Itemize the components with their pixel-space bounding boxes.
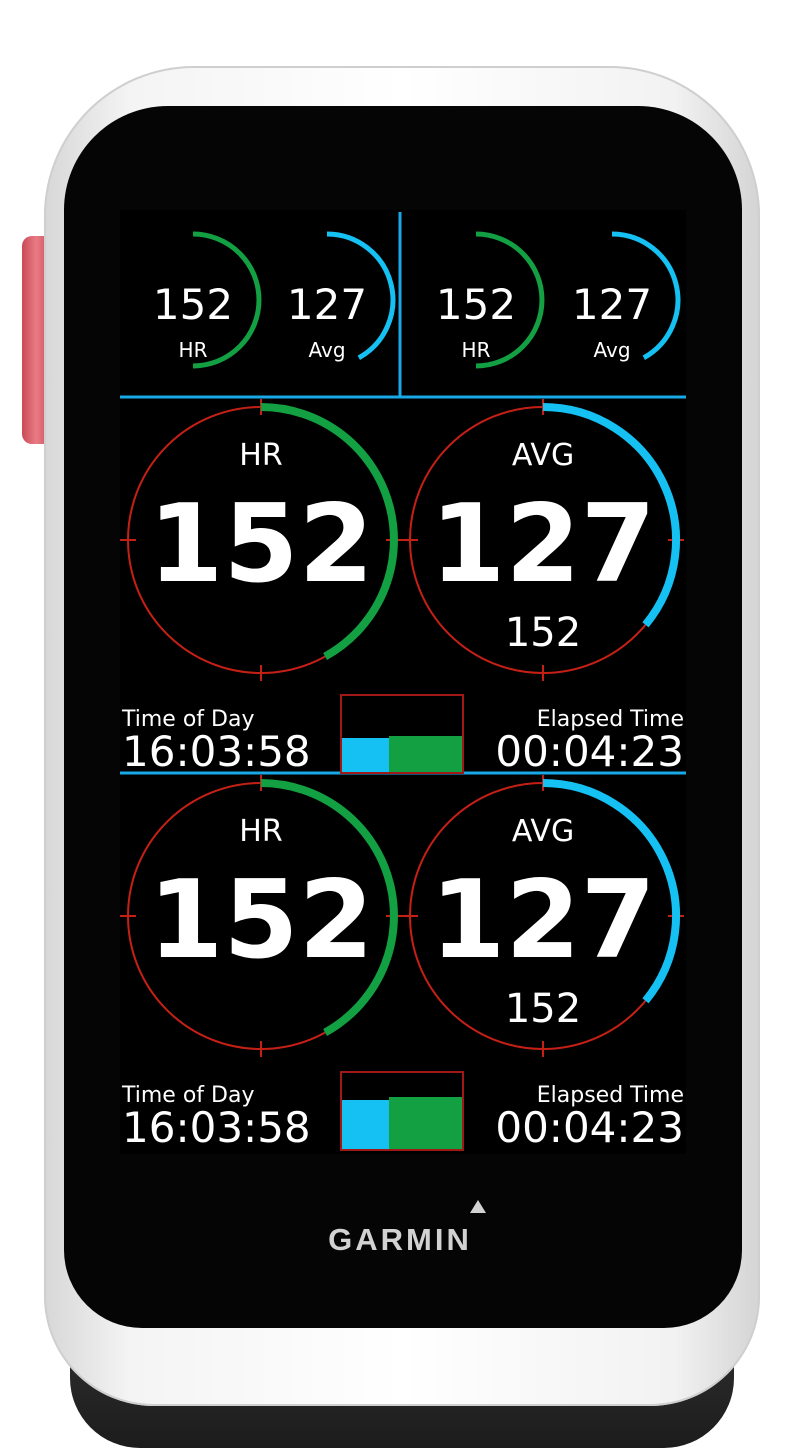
avg-dial-value: 127 <box>430 482 656 607</box>
top-left-hr-value: 152 <box>152 280 234 329</box>
avg-dial-2-value-arc <box>542 779 681 1004</box>
elapsed-time-label: Elapsed Time <box>536 707 684 732</box>
zone-bar-green <box>389 736 462 772</box>
hr-arc-top-right <box>475 231 545 369</box>
top-right-avg-label: Avg <box>593 338 631 362</box>
hr-dial-1-value-arc <box>260 403 398 661</box>
zone-chart-1 <box>340 694 464 774</box>
device-screen <box>120 210 686 1154</box>
avg-dial-sub-value: 152 <box>504 986 582 1032</box>
elapsed-time-label: Elapsed Time <box>536 1083 684 1108</box>
top-right-avg-value: 127 <box>571 280 653 329</box>
hr-dial-value: 152 <box>148 482 374 607</box>
garmin-logo-triangle <box>470 1200 486 1213</box>
top-right-hr-label: HR <box>461 338 491 362</box>
zone-bar-blue <box>342 738 389 772</box>
side-lap-button[interactable] <box>22 236 46 444</box>
top-left-hr-label: HR <box>178 338 208 362</box>
hr-dial-value: 152 <box>148 858 374 983</box>
time-of-day-label: Time of Day <box>122 707 255 732</box>
avg-dial-value: 127 <box>430 858 656 983</box>
avg-dial-1-value-arc <box>542 403 681 628</box>
zone-chart-2 <box>340 1071 464 1151</box>
avg-dial-label: AVG <box>511 438 575 473</box>
hr-dial-label: HR <box>239 438 283 473</box>
time-of-day-label: Time of Day <box>122 1083 255 1108</box>
avg-dial-sub-value: 152 <box>504 610 582 656</box>
avg-dial-label: AVG <box>511 814 575 849</box>
elapsed-time-value: 00:04:23 <box>495 1103 684 1152</box>
elapsed-time-value: 00:04:23 <box>495 727 684 776</box>
top-left-avg-value: 127 <box>286 280 368 329</box>
garmin-logo: GARMIN <box>328 1222 472 1257</box>
avg-arc-top-right <box>611 231 681 360</box>
top-right-hr-value: 152 <box>435 280 517 329</box>
zone-bar-green <box>389 1097 462 1149</box>
avg-arc-top-left <box>326 231 396 360</box>
zone-bar-blue <box>342 1100 389 1149</box>
hr-arc-top-left <box>192 231 262 369</box>
time-of-day-value: 16:03:58 <box>122 1103 311 1152</box>
time-of-day-value: 16:03:58 <box>122 727 311 776</box>
top-left-avg-label: Avg <box>308 338 346 362</box>
hr-dial-2-value-arc <box>260 779 398 1037</box>
hr-dial-label: HR <box>239 814 283 849</box>
